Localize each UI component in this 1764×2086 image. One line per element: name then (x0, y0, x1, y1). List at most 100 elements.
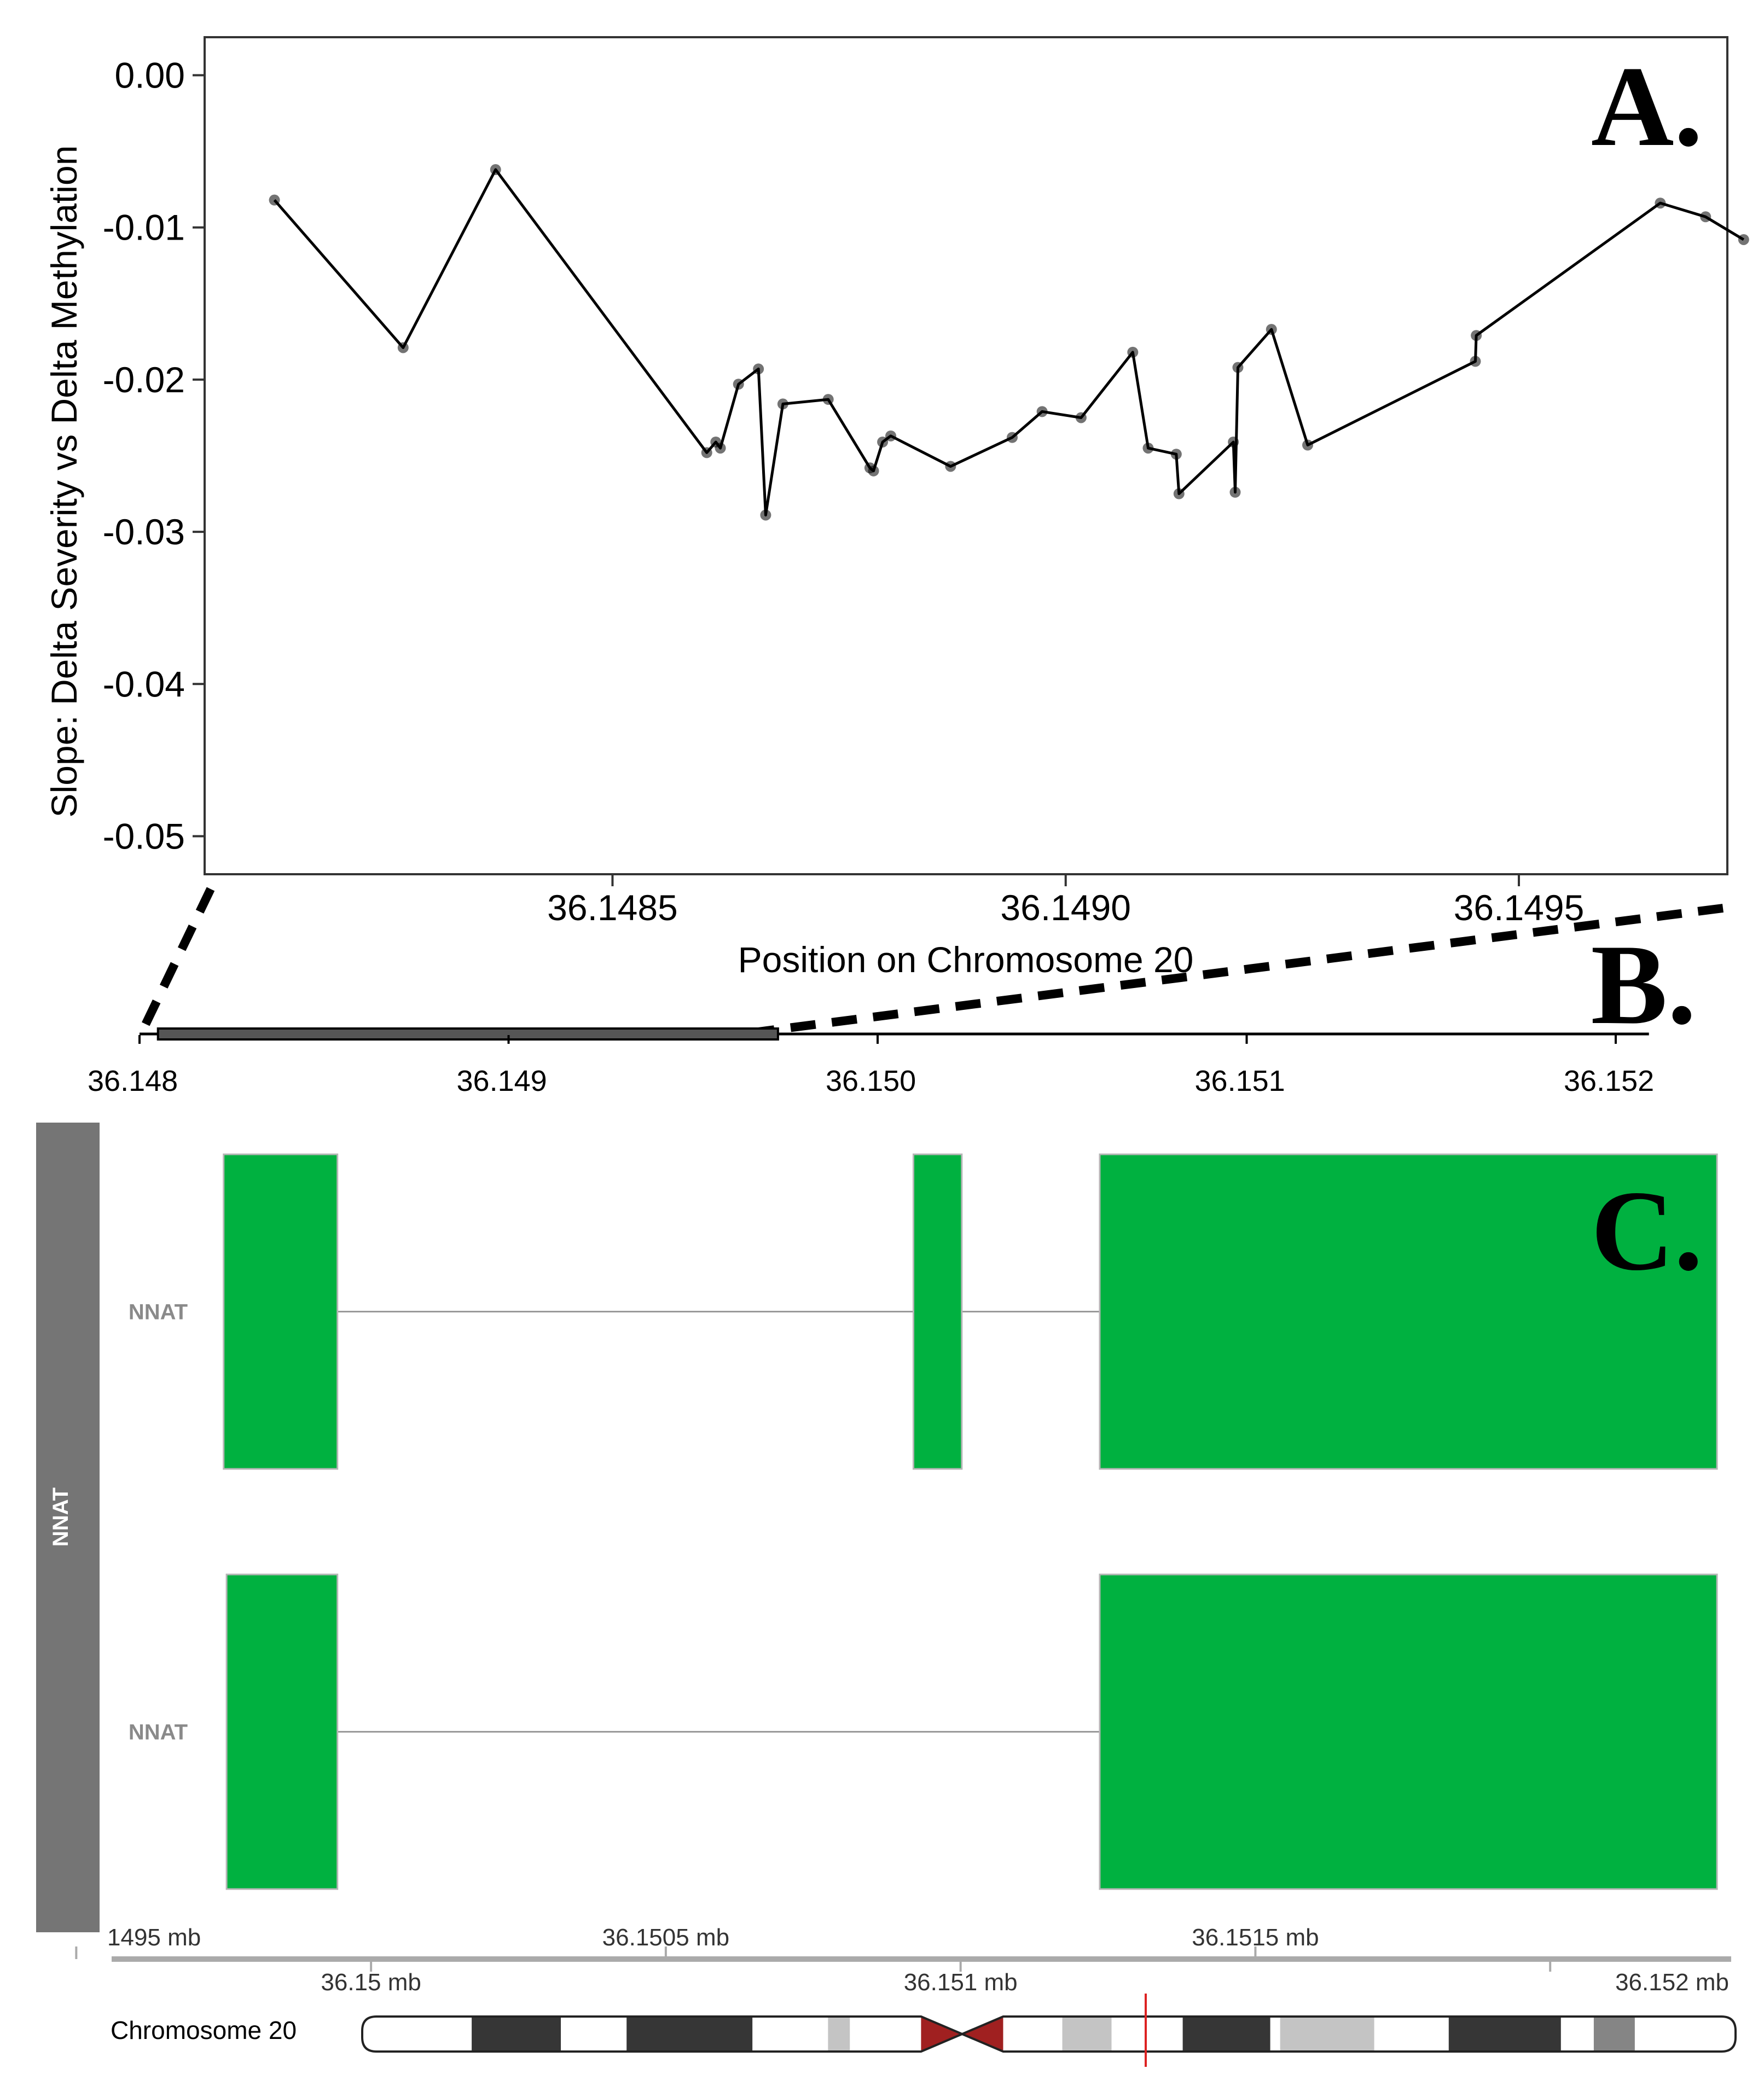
data-point (1229, 486, 1241, 498)
panel-a-letter: A. (1591, 43, 1703, 170)
chromosome-band (1062, 2017, 1112, 2052)
data-point (1006, 432, 1018, 443)
data-point (760, 509, 771, 521)
chromosome-band (752, 2017, 828, 2052)
ideogram-outline (361, 2015, 1737, 2053)
data-point (397, 342, 409, 353)
data-point (1470, 356, 1481, 367)
ideogram-bands (362, 2017, 1736, 2052)
chromosome-band (828, 2017, 850, 2052)
chromosome-band (1003, 2017, 1063, 2052)
centromere-band (962, 2017, 1003, 2052)
panel-a-y-axis-title: Slope: Delta Severity vs Delta Methylati… (44, 146, 84, 818)
chromosome-band (1374, 2017, 1449, 2052)
y-tick-label: -0.01 (103, 207, 185, 248)
data-point (701, 447, 712, 458)
data-point (868, 465, 879, 477)
data-point (490, 164, 501, 176)
panel-a-plot-frame (204, 36, 1728, 875)
panel-c-gene-track: NNAT NNAT NNAT C. 1495 mb 36.1505 mb 36.151… (36, 1123, 1737, 2067)
data-point (1173, 488, 1185, 499)
data-point (1036, 406, 1048, 417)
data-point (877, 436, 889, 448)
chromosome-band (561, 2017, 627, 2052)
x-tick-label: 36.1485 (547, 887, 678, 928)
chromosome-band (1634, 2017, 1736, 2052)
chromosome-band (1111, 2017, 1183, 2052)
panel-c-letter: C. (1591, 1167, 1703, 1294)
chromosome-band (1593, 2017, 1635, 2052)
track-title-bar (36, 1123, 100, 1932)
panel-b-highlight-region (156, 1027, 779, 1041)
data-point (1232, 362, 1244, 373)
chromosome-band (472, 2017, 561, 2052)
chromosome-band (1182, 2017, 1270, 2052)
b-tick-label: 36.151 (1195, 1065, 1285, 1097)
y-tick-label: -0.05 (103, 816, 185, 856)
b-tick-label: 36.150 (826, 1065, 916, 1097)
panel-a-y-axis: 0.00 -0.01 -0.02 -0.03 -0.04 -0.05 (103, 55, 205, 856)
transcript-label: NNAT (129, 1721, 188, 1745)
exon (1099, 1153, 1718, 1470)
data-point (1738, 234, 1749, 245)
panel-a-points (269, 164, 1749, 521)
data-point (1127, 346, 1139, 358)
data-point (1655, 197, 1666, 209)
chromosome-band (1280, 2017, 1374, 2052)
lower-tick-label: 36.152 mb (1615, 1969, 1729, 1996)
chromosome-band (1560, 2017, 1594, 2052)
chromosome-band (1448, 2017, 1561, 2052)
y-tick-label: -0.04 (103, 664, 185, 704)
upper-tick-label: 1495 mb (107, 1924, 201, 1951)
zoom-connector-left (137, 887, 215, 1035)
upper-tick-label: 36.1505 mb (602, 1924, 729, 1951)
panel-a-x-axis: 36.1485 36.1490 36.1495 (547, 874, 1584, 928)
y-tick-label: -0.03 (103, 512, 185, 552)
upper-tick-label: 36.1515 mb (1192, 1924, 1319, 1951)
chromosome-ideogram (361, 1994, 1737, 2067)
data-point (885, 430, 897, 441)
exon (1099, 1573, 1718, 1890)
data-point (715, 443, 726, 454)
data-point (777, 398, 788, 410)
data-point (1266, 324, 1277, 335)
zoom-connector-right (753, 904, 1724, 1037)
transcript-label: NNAT (129, 1300, 188, 1324)
chromosome-band (1270, 2017, 1280, 2052)
x-tick-label: 36.1490 (1000, 887, 1131, 928)
panel-b-ticks: 36.148 36.149 36.150 36.151 36.152 (88, 1035, 1654, 1097)
data-point (945, 461, 956, 472)
data-point (1228, 436, 1239, 448)
chromosome-band (850, 2017, 921, 2052)
lower-tick-label: 36.15 mb (321, 1969, 421, 1996)
exon (225, 1573, 339, 1890)
data-point (1302, 439, 1314, 451)
transcript: NNAT (129, 1153, 1718, 1470)
b-tick-label: 36.152 (1564, 1065, 1654, 1097)
panel-a-x-axis-title: Position on Chromosome 20 (738, 939, 1194, 980)
data-point (269, 194, 280, 206)
chromosome-band (626, 2017, 753, 2052)
data-point (1700, 211, 1711, 223)
data-point (1471, 330, 1482, 341)
panel-b-letter: B. (1591, 921, 1696, 1048)
data-point (1170, 449, 1182, 460)
exon (223, 1153, 339, 1470)
x-tick-label: 36.1495 (1454, 887, 1585, 928)
data-point (822, 394, 834, 405)
data-point (733, 379, 744, 390)
chromosome-band (362, 2017, 472, 2052)
transcript: NNAT (129, 1573, 1718, 1890)
exon (912, 1153, 963, 1470)
genome-axis-ticks: 1495 mb 36.1505 mb 36.1515 mb 36.15 mb 36.15… (75, 1924, 1729, 1996)
b-tick-label: 36.148 (88, 1065, 178, 1097)
data-point (1075, 412, 1087, 423)
transcripts: NNAT NNAT (129, 1153, 1718, 1890)
y-tick-label: -0.02 (103, 359, 185, 400)
lower-tick-label: 36.151 mb (904, 1969, 1018, 1996)
panel-a-line-chart: 0.00-0.01-0.02-0.03-0.04-0.05 36.1485 36.… (44, 36, 1749, 980)
b-tick-label: 36.149 (457, 1065, 547, 1097)
y-tick-label: 0.00 (115, 55, 185, 96)
ideogram-label: Chromosome 20 (111, 2016, 297, 2044)
